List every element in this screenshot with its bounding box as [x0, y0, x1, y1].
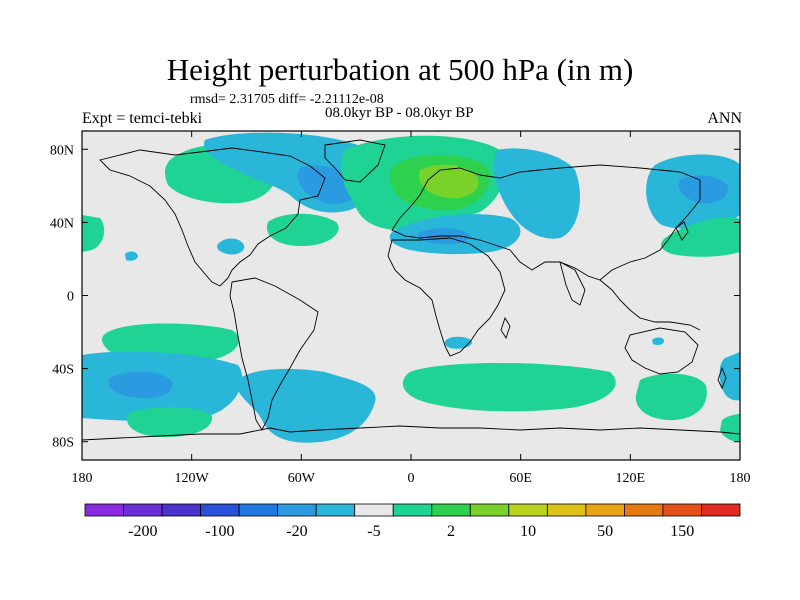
colorbar-label: -100: [205, 523, 234, 540]
colorbar-swatch: [546, 503, 587, 517]
experiment-label: Expt = temci-tebki: [82, 110, 203, 127]
longitude-labels: 180 120W 60W 0 60E 120E 180: [72, 471, 751, 486]
colorbar-label: 10: [520, 523, 536, 540]
coast-antarctica: [82, 425, 740, 441]
coast-japan: [675, 221, 689, 241]
colorbar-swatch: [354, 503, 394, 517]
map-title: Height perturbation at 500 hPa (in m): [166, 52, 634, 87]
coast-southeast-asia: [599, 279, 701, 331]
colorbar-swatch: [238, 503, 279, 517]
lon-label: 180: [730, 471, 751, 486]
colorbar-swatch: [585, 503, 625, 517]
colorbar-label: -20: [286, 523, 307, 540]
lon-label: 60W: [288, 471, 316, 486]
coast-india: [559, 261, 586, 306]
colorbar-swatch: [84, 503, 124, 517]
contour-southern-neg-east: [719, 352, 740, 401]
season-label: ANN: [707, 110, 742, 127]
colorbar-labels: -200 -100 -20 -5 2 10 50 150: [128, 523, 694, 540]
colorbar-swatch: [469, 503, 510, 517]
stats-label: rmsd= 2.31705 diff= -2.21112e-08: [190, 92, 384, 107]
colorbar-label: 150: [670, 523, 694, 540]
colorbar-swatch: [508, 503, 548, 517]
colorbar-swatch: [701, 503, 741, 517]
colorbar-swatch: [392, 503, 433, 517]
lon-label: 0: [408, 471, 415, 486]
colorbar-label: -200: [128, 523, 157, 540]
contour-fills: [82, 132, 740, 443]
contour-southern-neg-west-core: [108, 371, 173, 399]
lat-label: 80S: [52, 436, 74, 451]
contour-scandinavia-high: [419, 164, 479, 199]
lon-label: 120W: [175, 471, 210, 486]
colorbar-swatch: [624, 503, 664, 517]
lat-label: 80N: [50, 143, 74, 158]
contour-patagonia-neg: [236, 368, 376, 443]
lon-label: 60E: [509, 471, 532, 486]
contour-pacific-nw-core: [678, 175, 729, 204]
coast-europe: [391, 164, 701, 281]
contour-southern-pos-far-east: [720, 414, 740, 442]
contour-pacific-east-small-neg: [652, 337, 664, 345]
colorbar-label: 50: [597, 523, 613, 540]
colorbar-swatch: [200, 503, 240, 517]
contour-pacific-neg-small: [125, 251, 138, 261]
colorbar-label: 2: [447, 523, 455, 540]
period-label: 08.0kyr BP - 08.0kyr BP: [325, 105, 474, 121]
coast-north-america: [99, 147, 326, 287]
lon-label: 120E: [616, 471, 646, 486]
contour-southern-pos-central: [402, 363, 616, 412]
coast-greenland: [324, 139, 386, 183]
lon-label: 180: [72, 471, 93, 486]
lat-label: 40N: [50, 216, 74, 231]
coast-new-zealand: [717, 366, 727, 390]
contour-pacific-pos-east: [660, 216, 740, 257]
contour-southern-pos-east: [635, 373, 707, 421]
contour-africa-small-neg: [444, 336, 472, 349]
contour-pacific-pos-west: [82, 215, 105, 252]
colorbar-swatch: [123, 503, 163, 517]
contour-southern-pos-west: [127, 407, 213, 438]
colorbar: [84, 503, 741, 517]
colorbar-swatch: [431, 503, 471, 517]
colorbar-swatch: [161, 503, 201, 517]
lat-label: 40S: [52, 363, 74, 378]
coastlines: [82, 139, 740, 441]
axis-ticks: [81, 131, 741, 460]
contour-atlantic-pos: [266, 213, 339, 247]
coast-australia: [624, 327, 699, 375]
coast-madagascar: [500, 316, 511, 340]
lat-label: 0: [67, 290, 74, 305]
colorbar-swatch: [662, 503, 702, 517]
colorbar-swatch: [315, 503, 356, 517]
colorbar-label: -5: [367, 523, 380, 540]
contour-siberia-neg: [493, 148, 580, 239]
colorbar-swatch: [277, 503, 317, 517]
coast-africa: [387, 237, 506, 357]
contour-us-neg: [217, 238, 245, 255]
latitude-labels: 80N 40N 0 40S 80S: [50, 143, 74, 450]
coast-south-america: [229, 277, 319, 431]
